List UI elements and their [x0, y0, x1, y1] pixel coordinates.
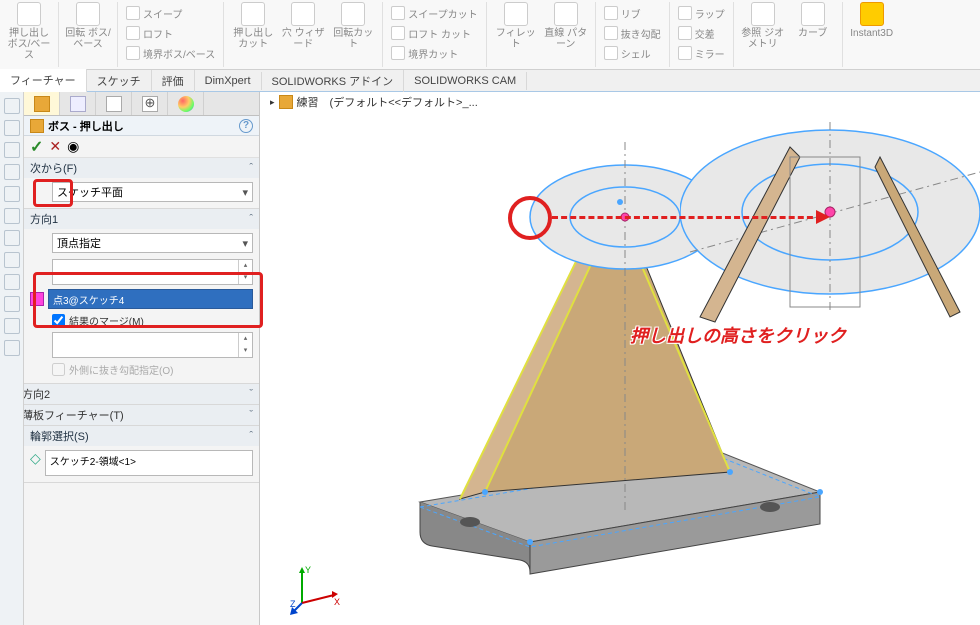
- direction2-header[interactable]: 方向2 ˇ: [24, 384, 259, 404]
- appearance-tab[interactable]: [168, 92, 204, 115]
- cancel-button[interactable]: ✕: [49, 138, 61, 155]
- draft-outward-checkbox[interactable]: 外側に抜き勾配指定(O): [52, 362, 253, 377]
- annotation-text: 押し出しの高さをクリック: [630, 322, 846, 348]
- wrap-button[interactable]: ラップ: [678, 4, 725, 22]
- boundary-cut-button[interactable]: 境界カット: [391, 44, 477, 62]
- contour-header[interactable]: 輪郭選択(S)ˆ: [24, 426, 259, 446]
- dimxpert-tab[interactable]: [132, 92, 168, 115]
- mirror-button[interactable]: ミラー: [678, 44, 725, 62]
- direction1-header[interactable]: 方向1ˆ: [24, 209, 259, 229]
- vbar-icon[interactable]: [4, 296, 20, 312]
- contour-icon: ◇: [30, 450, 41, 467]
- from-dropdown[interactable]: スケッチ平面▾: [52, 182, 253, 202]
- direction2-section: 方向2 ˇ: [24, 384, 259, 405]
- vbar-icon[interactable]: [4, 164, 20, 180]
- svg-text:Y: Y: [305, 565, 311, 575]
- thin-feature-header[interactable]: 薄板フィーチャー(T) ˇ: [24, 405, 259, 425]
- shell-button[interactable]: シェル: [604, 44, 661, 62]
- tab-cam[interactable]: SOLIDWORKS CAM: [404, 72, 527, 90]
- vertex-selection[interactable]: 点3@スケッチ4: [48, 289, 253, 309]
- reference-geometry-button[interactable]: 参照 ジオメトリ: [740, 2, 786, 50]
- graphics-viewport[interactable]: ▸ 練習 (デフォルト<<デフォルト>_...: [260, 92, 980, 625]
- contour-list[interactable]: スケッチ2-領域<1>: [45, 450, 253, 476]
- sweep-cut-button[interactable]: スイープカット: [391, 4, 477, 22]
- ribbon: 押し出し ボス/ベース 回転 ボス/ベース スイープ ロフト 境界ボス/ベース …: [0, 0, 980, 70]
- direction-field[interactable]: ▴▾: [52, 259, 253, 285]
- end-condition-dropdown[interactable]: 頂点指定▾: [52, 233, 253, 253]
- boundary-boss-button[interactable]: 境界ボス/ベース: [126, 44, 215, 62]
- property-tab[interactable]: [60, 92, 96, 115]
- loft-cut-button[interactable]: ロフト カット: [391, 24, 477, 42]
- extrude-cut-button[interactable]: 押し出し カット: [230, 2, 276, 50]
- vbar-icon[interactable]: [4, 230, 20, 246]
- tab-features[interactable]: フィーチャー: [0, 69, 87, 93]
- contour-section: 輪郭選択(S)ˆ ◇ スケッチ2-領域<1>: [24, 426, 259, 483]
- svg-text:Z: Z: [290, 599, 296, 609]
- detail-inset: [680, 112, 980, 332]
- extrude-boss-button[interactable]: 押し出し ボス/ベース: [6, 2, 52, 61]
- breadcrumb[interactable]: ▸ 練習 (デフォルト<<デフォルト>_...: [270, 94, 478, 110]
- from-header[interactable]: 次から(F)ˆ: [24, 158, 259, 178]
- annotation-arrow-head: [816, 210, 830, 224]
- vbar-icon[interactable]: [4, 274, 20, 290]
- linear-pattern-button[interactable]: 直線 パターン: [543, 2, 589, 50]
- highlight-vertex-circle: [508, 196, 552, 240]
- draft-angle-field[interactable]: ▴▾: [52, 332, 253, 358]
- vbar-icon[interactable]: [4, 252, 20, 268]
- view-triad[interactable]: Y X Z: [290, 563, 342, 615]
- curves-button[interactable]: カーブ: [790, 2, 836, 39]
- annotation-arrow: [552, 216, 822, 219]
- hole-wizard-button[interactable]: 穴 ウィザード: [280, 2, 326, 50]
- fillet-button[interactable]: フィレット: [493, 2, 539, 50]
- part-icon: [279, 95, 293, 109]
- vbar-icon[interactable]: [4, 98, 20, 114]
- sweep-button[interactable]: スイープ: [126, 4, 215, 22]
- revolve-boss-button[interactable]: 回転 ボス/ベース: [65, 2, 111, 50]
- help-icon[interactable]: ?: [239, 119, 253, 133]
- tab-evaluate[interactable]: 評価: [152, 70, 195, 92]
- color-swatch: [30, 292, 44, 306]
- ok-button[interactable]: ✓: [30, 137, 43, 157]
- intersect-button[interactable]: 交差: [678, 24, 725, 42]
- vbar-icon[interactable]: [4, 142, 20, 158]
- vbar-icon[interactable]: [4, 120, 20, 136]
- svg-text:X: X: [334, 597, 340, 607]
- property-manager: ボス - 押し出し ? ✓ ✕ ◉ 次から(F)ˆ スケッチ平面▾ 方向1ˆ 頂…: [24, 92, 260, 625]
- command-tabs: フィーチャー スケッチ 評価 DimXpert SOLIDWORKS アドイン …: [0, 70, 980, 92]
- vbar-icon[interactable]: [4, 208, 20, 224]
- left-icon-bar: [0, 92, 24, 625]
- config-tab[interactable]: [96, 92, 132, 115]
- tab-dimxpert[interactable]: DimXpert: [195, 72, 262, 90]
- feature-tree-tab[interactable]: [24, 92, 60, 115]
- draft-button[interactable]: 抜き勾配: [604, 24, 661, 42]
- tab-addins[interactable]: SOLIDWORKS アドイン: [262, 70, 405, 92]
- preview-button[interactable]: ◉: [67, 138, 79, 155]
- rib-button[interactable]: リブ: [604, 4, 661, 22]
- panel-title: ボス - 押し出し ?: [24, 116, 259, 136]
- instant3d-button[interactable]: Instant3D: [849, 2, 895, 39]
- merge-result-checkbox[interactable]: 結果のマージ(M): [52, 313, 253, 328]
- direction1-section: 方向1ˆ 頂点指定▾ ▴▾ 点3@スケッチ4 結果のマージ(M) ▴▾ 外側に抜…: [24, 209, 259, 384]
- from-section: 次から(F)ˆ スケッチ平面▾: [24, 158, 259, 209]
- loft-button[interactable]: ロフト: [126, 24, 215, 42]
- panel-tabs: [24, 92, 259, 116]
- tab-sketch[interactable]: スケッチ: [87, 70, 152, 92]
- confirm-row: ✓ ✕ ◉: [24, 136, 259, 158]
- vbar-icon[interactable]: [4, 340, 20, 356]
- thin-feature-section: 薄板フィーチャー(T) ˇ: [24, 405, 259, 426]
- revolve-cut-button[interactable]: 回転カット: [330, 2, 376, 50]
- vbar-icon[interactable]: [4, 186, 20, 202]
- vbar-icon[interactable]: [4, 318, 20, 334]
